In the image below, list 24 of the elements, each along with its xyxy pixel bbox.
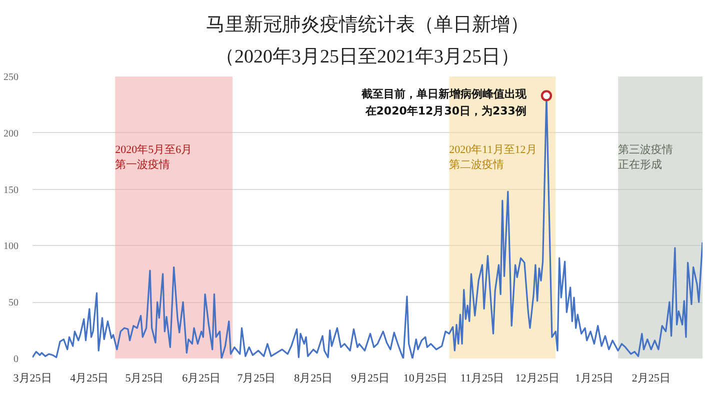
x-tick-label: 2月25日	[632, 372, 670, 384]
y-tick-label: 250	[4, 72, 18, 83]
x-tick-label: 8月25日	[294, 372, 333, 384]
x-tick-label: 5月25日	[125, 372, 164, 384]
y-tick-label: 0	[14, 354, 18, 365]
band-label: 2020年11月至12月第二波疫情	[449, 144, 537, 172]
x-tick-label: 3月25日	[13, 372, 52, 384]
x-tick-label: 6月25日	[182, 372, 221, 384]
y-tick-label: 100	[4, 241, 18, 252]
chart-title: 马里新冠肺炎疫情统计表（单日新增）	[206, 14, 529, 36]
x-tick-label: 11月25日	[460, 372, 504, 384]
x-tick-label: 1月25日	[574, 372, 614, 384]
annotation: 截至目前，单日新增病例峰值出现在2020年12月30日，为233例	[360, 88, 528, 118]
y-tick-label: 150	[4, 184, 18, 196]
x-tick-label: 10月25日	[403, 372, 448, 384]
band-label: 2020年5月至6月第一波疫情	[115, 144, 192, 172]
y-tick-label: 200	[4, 128, 18, 140]
x-tick-label: 12月25日	[515, 372, 560, 384]
chart-subtitle: （2020年3月25日至2021年3月25日）	[216, 46, 520, 68]
x-tick-label: 9月25日	[351, 372, 390, 384]
x-tick-label: 4月25日	[70, 372, 109, 384]
band-label: 第三波疫情正在形成	[618, 143, 674, 172]
x-tick-label: 7月25日	[237, 372, 276, 384]
y-tick-label: 50	[8, 298, 18, 309]
